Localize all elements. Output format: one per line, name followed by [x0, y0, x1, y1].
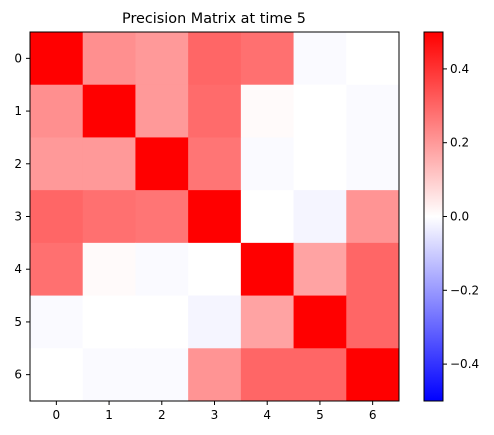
heatmap-cell-3-4 — [240, 190, 295, 244]
heatmap-cell-2-4 — [240, 137, 295, 191]
heatmap-cell-4-1 — [82, 242, 136, 297]
heatmap-cell-0-2 — [135, 32, 189, 86]
heatmap-cell-3-6 — [346, 190, 400, 244]
heatmap-cell-6-4 — [240, 348, 295, 402]
x-tick-label: 4 — [263, 408, 271, 422]
colorbar-tick-label: −0.2 — [450, 283, 479, 297]
y-tick-label: 1 — [14, 104, 22, 118]
colorbar-ticks: 0.4 0.2 0.0 −0.2 −0.4 — [443, 62, 479, 371]
colorbar-tick-label: 0.0 — [450, 210, 469, 224]
heatmap-cell-2-1 — [82, 137, 136, 191]
heatmap-cell-2-2 — [135, 137, 189, 191]
heatmap-cell-5-5 — [293, 295, 347, 349]
colorbar-tick-label: 0.2 — [450, 136, 469, 150]
y-axis-ticks: 0 1 2 3 4 5 6 — [14, 51, 30, 382]
heatmap-cell-4-2 — [135, 242, 189, 297]
x-tick-label: 2 — [158, 408, 166, 422]
heatmap-cell-5-2 — [135, 295, 189, 349]
x-tick-label: 5 — [316, 408, 324, 422]
heatmap-cell-2-3 — [188, 137, 242, 191]
heatmap-cell-3-2 — [135, 190, 189, 244]
x-tick-label: 1 — [105, 408, 113, 422]
heatmap-cell-4-0 — [30, 242, 84, 297]
heatmap-cell-6-5 — [293, 348, 347, 402]
heatmap-cell-1-4 — [240, 84, 295, 138]
heatmap-cell-6-3 — [188, 348, 242, 402]
heatmap-cell-6-1 — [82, 348, 136, 402]
heatmap-cell-5-6 — [346, 295, 400, 349]
heatmap-cell-6-2 — [135, 348, 189, 402]
heatmap-cell-1-1 — [82, 84, 136, 138]
heatmap-cell-5-4 — [240, 295, 295, 349]
colorbar-tick-label: 0.4 — [450, 62, 469, 76]
heatmap-cell-1-0 — [30, 84, 84, 138]
heatmap-cell-0-0 — [30, 32, 84, 86]
heatmap-cell-0-1 — [82, 32, 136, 86]
y-tick-label: 6 — [14, 368, 22, 382]
heatmap-cell-4-3 — [188, 242, 242, 297]
x-axis-ticks: 0 1 2 3 4 5 6 — [53, 401, 377, 422]
heatmap-cell-6-0 — [30, 348, 84, 402]
heatmap-cell-2-0 — [30, 137, 84, 191]
heatmap-cells — [30, 32, 400, 402]
heatmap-cell-0-3 — [188, 32, 242, 86]
heatmap-cell-1-3 — [188, 84, 242, 138]
heatmap-cell-0-6 — [346, 32, 400, 86]
heatmap-cell-2-5 — [293, 137, 347, 191]
heatmap-cell-1-6 — [346, 84, 400, 138]
heatmap-cell-4-5 — [293, 242, 347, 297]
y-tick-label: 4 — [14, 262, 22, 276]
heatmap-cell-5-1 — [82, 295, 136, 349]
heatmap-cell-6-6 — [346, 348, 400, 402]
heatmap-cell-4-4 — [240, 242, 295, 297]
heatmap-cell-1-5 — [293, 84, 347, 138]
y-tick-label: 0 — [14, 51, 22, 65]
x-tick-label: 0 — [53, 408, 61, 422]
chart-title: Precision Matrix at time 5 — [122, 11, 306, 27]
heatmap-cell-3-5 — [293, 190, 347, 244]
y-tick-label: 5 — [14, 315, 22, 329]
x-tick-label: 3 — [211, 408, 219, 422]
heatmap-cell-2-6 — [346, 137, 400, 191]
heatmap-cell-3-3 — [188, 190, 242, 244]
y-tick-label: 3 — [14, 210, 22, 224]
heatmap-cell-5-3 — [188, 295, 242, 349]
heatmap-cell-4-6 — [346, 242, 400, 297]
heatmap-cell-3-1 — [82, 190, 136, 244]
heatmap-cell-0-5 — [293, 32, 347, 86]
y-tick-label: 2 — [14, 157, 22, 171]
x-tick-label: 6 — [369, 408, 377, 422]
heatmap-cell-0-4 — [240, 32, 295, 86]
heatmap-cell-3-0 — [30, 190, 84, 244]
heatmap-cell-5-0 — [30, 295, 84, 349]
colorbar-tick-label: −0.4 — [450, 357, 479, 371]
colorbar — [423, 31, 444, 402]
heatmap-cell-1-2 — [135, 84, 189, 138]
